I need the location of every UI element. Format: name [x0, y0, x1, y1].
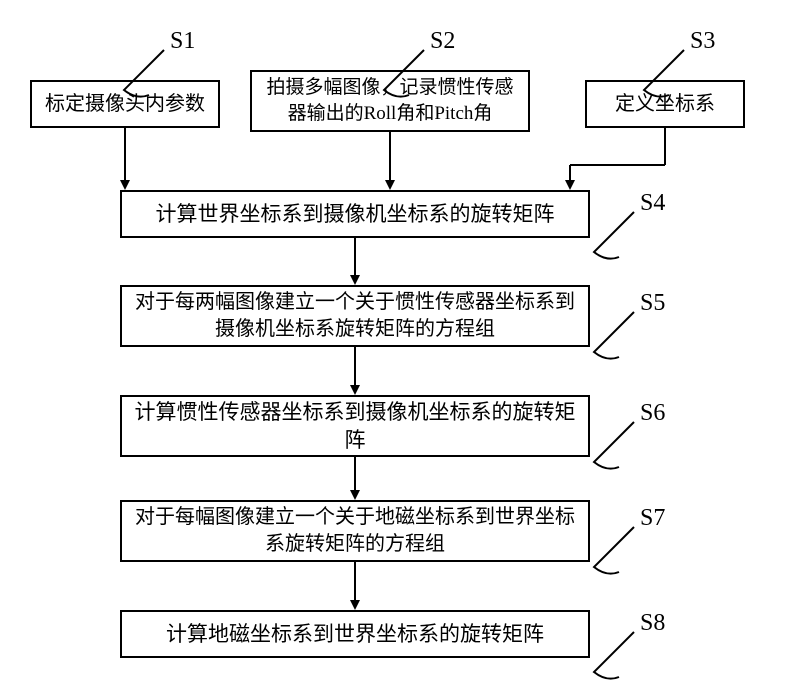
step-label-s4: S4: [640, 190, 665, 217]
node-s8: 计算地磁坐标系到世界坐标系的旋转矩阵: [120, 610, 590, 658]
step-label-s2: S2: [430, 28, 455, 55]
step-label-s3: S3: [690, 28, 715, 55]
node-s6: 计算惯性传感器坐标系到摄像机坐标系的旋转矩阵: [120, 395, 590, 457]
node-s5: 对于每两幅图像建立一个关于惯性传感器坐标系到摄像机坐标系旋转矩阵的方程组: [120, 285, 590, 347]
node-s2: 拍摄多幅图像，记录惯性传感器输出的Roll角和Pitch角: [250, 70, 530, 132]
node-s1: 标定摄像头内参数: [30, 80, 220, 128]
node-s4: 计算世界坐标系到摄像机坐标系的旋转矩阵: [120, 190, 590, 238]
step-label-s1: S1: [170, 28, 195, 55]
step-label-s7: S7: [640, 505, 665, 532]
step-label-s8: S8: [640, 610, 665, 637]
step-label-s6: S6: [640, 400, 665, 427]
node-s7: 对于每幅图像建立一个关于地磁坐标系到世界坐标系旋转矩阵的方程组: [120, 500, 590, 562]
step-label-s5: S5: [640, 290, 665, 317]
node-s3: 定义坐标系: [585, 80, 745, 128]
